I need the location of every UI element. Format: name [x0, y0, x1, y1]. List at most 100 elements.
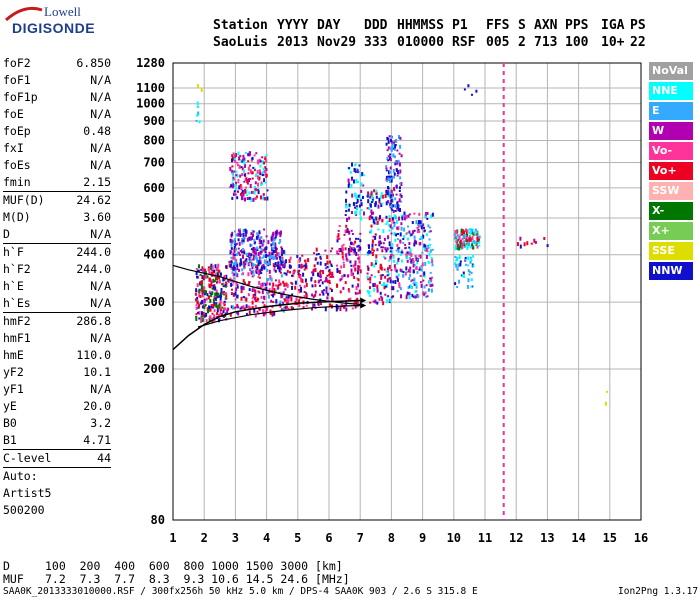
- echo-point: [400, 194, 403, 198]
- echo-point: [424, 215, 427, 218]
- echo-point: [328, 269, 331, 272]
- echo-point: [240, 306, 243, 310]
- param-name: h`E: [3, 279, 24, 293]
- param-value: 3.60: [83, 210, 111, 224]
- echo-point: [235, 247, 238, 251]
- echo-point: [202, 286, 205, 290]
- echo-point: [344, 281, 347, 285]
- echo-point: [354, 210, 357, 215]
- echo-point: [371, 252, 374, 256]
- echo-point: [394, 162, 397, 166]
- echo-point: [389, 170, 392, 174]
- echo-point: [474, 228, 477, 232]
- echo-point: [329, 276, 332, 278]
- echo-point: [237, 311, 240, 316]
- echo-point: [468, 228, 471, 231]
- echo-point: [261, 156, 264, 159]
- echo-point: [280, 308, 283, 312]
- echo-point: [384, 293, 387, 296]
- echo-point: [202, 314, 205, 317]
- echo-point: [202, 312, 205, 316]
- echo-point: [356, 198, 359, 203]
- echo-point: [250, 248, 253, 251]
- echo-point: [271, 286, 274, 291]
- echo-point: [238, 241, 241, 246]
- echo-point: [458, 235, 461, 240]
- echo-point: [205, 290, 208, 295]
- header-value-2: Nov29: [317, 35, 357, 50]
- echo-point: [388, 135, 391, 138]
- echo-point: [397, 273, 400, 277]
- echo-point: [234, 186, 237, 189]
- echo-point: [227, 307, 230, 311]
- echo-point: [284, 306, 287, 309]
- y-tick-label: 600: [143, 181, 165, 195]
- echo-point: [389, 250, 392, 253]
- echo-point: [196, 84, 199, 89]
- echo-point: [410, 253, 413, 257]
- echo-point: [330, 265, 333, 267]
- echo-point: [370, 213, 373, 215]
- echo-point: [478, 236, 481, 239]
- echo-point: [409, 266, 412, 270]
- echo-point: [234, 160, 237, 163]
- echo-point: [259, 260, 262, 264]
- echo-point: [231, 165, 234, 168]
- echo-point: [236, 196, 239, 200]
- echo-point: [218, 279, 221, 284]
- echo-point: [239, 184, 242, 188]
- echo-point: [312, 269, 315, 274]
- echo-point: [356, 207, 359, 210]
- echo-point: [201, 293, 204, 297]
- echo-point: [258, 291, 261, 294]
- echo-point: [274, 269, 277, 273]
- echo-point: [427, 224, 430, 228]
- echo-point: [362, 195, 364, 199]
- echo-point: [244, 228, 247, 232]
- echo-point: [387, 295, 390, 298]
- echo-point: [546, 244, 549, 248]
- echo-point: [376, 301, 379, 305]
- c-level-value: 44: [97, 451, 111, 465]
- echo-point: [393, 222, 396, 225]
- echo-point: [224, 284, 227, 287]
- echo-point: [234, 230, 236, 233]
- echo-point: [389, 224, 392, 229]
- echo-point: [389, 256, 392, 260]
- echo-point: [288, 264, 291, 269]
- echo-point: [260, 240, 263, 244]
- echo-point: [213, 269, 216, 273]
- echo-point: [412, 258, 414, 262]
- echo-point: [247, 160, 250, 163]
- echo-point: [468, 234, 471, 238]
- echo-point: [389, 166, 392, 170]
- echo-point: [229, 263, 232, 268]
- echo-point: [249, 169, 252, 174]
- echo-point: [238, 252, 241, 255]
- echo-point: [245, 151, 247, 154]
- echo-point: [273, 265, 276, 268]
- y-tick-label: 200: [143, 362, 165, 376]
- echo-point: [338, 225, 341, 227]
- legend-entry-vo: Vo-: [649, 142, 693, 160]
- echo-point: [260, 283, 263, 287]
- echo-point: [251, 306, 254, 309]
- echo-point: [208, 317, 211, 322]
- echo-point: [338, 270, 341, 274]
- echo-point: [409, 284, 412, 289]
- echo-point: [396, 226, 399, 230]
- echo-point: [232, 178, 235, 181]
- echo-point: [388, 177, 391, 180]
- echo-point: [279, 234, 282, 238]
- echo-point: [415, 266, 418, 270]
- param-value: 10.1: [83, 365, 111, 379]
- echo-point: [237, 247, 240, 250]
- echo-point: [392, 254, 395, 259]
- echo-point: [202, 303, 205, 306]
- echo-point: [410, 233, 413, 236]
- echo-point: [240, 290, 243, 294]
- param-value: N/A: [90, 382, 111, 396]
- echo-point: [393, 231, 396, 236]
- echo-point: [255, 299, 257, 303]
- echo-point: [390, 175, 393, 178]
